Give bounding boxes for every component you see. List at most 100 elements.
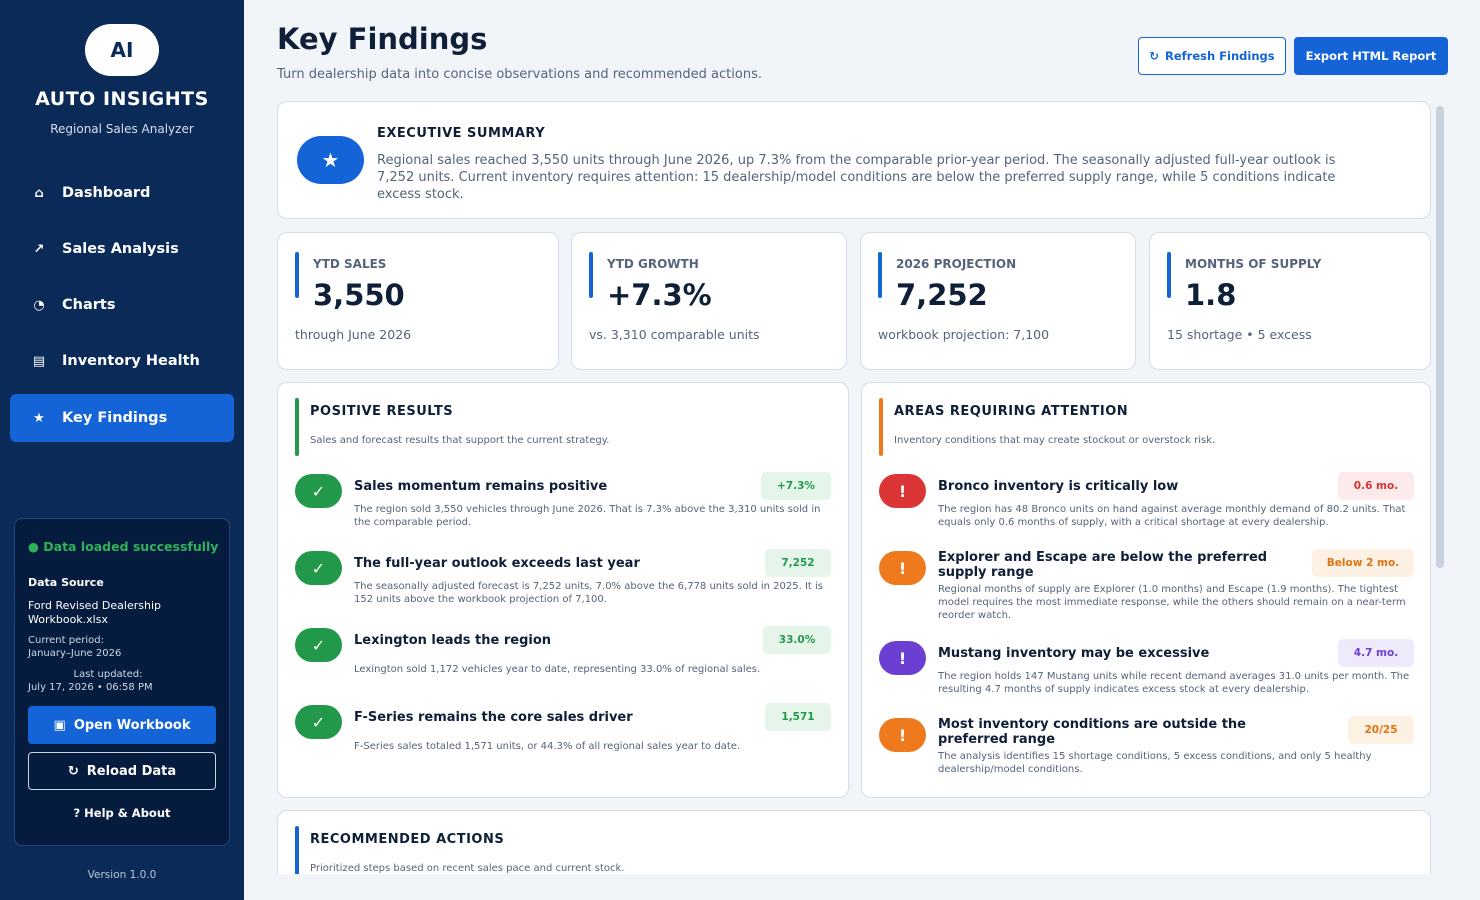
- kpi-accent-bar: [589, 252, 593, 298]
- finding-badge: +7.3%: [761, 472, 831, 500]
- finding-description: The seasonally adjusted forecast is 7,25…: [354, 581, 824, 605]
- panel-accent-bar: [295, 398, 299, 456]
- updated-label: Last updated:: [73, 669, 143, 680]
- kpi-label: MONTHS OF SUPPLY: [1185, 257, 1322, 271]
- finding-badge: 33.0%: [763, 626, 831, 654]
- data-source-file: Ford Revised Dealership Workbook.xlsx: [28, 599, 161, 626]
- finding-title: Lexington leads the region: [354, 633, 552, 648]
- reload-data-label: Reload Data: [86, 763, 177, 779]
- kpi-accent-bar: [295, 252, 299, 298]
- reload-data-button[interactable]: ↻ Reload Data: [28, 752, 216, 790]
- nav-label: Sales Analysis: [62, 241, 179, 257]
- attention-badge: 20/25: [1348, 716, 1414, 744]
- recommended-actions-subtitle: Prioritized steps based on recent sales …: [310, 863, 625, 874]
- app-subtitle: Regional Sales Analyzer: [50, 122, 194, 136]
- positive-results-panel: POSITIVE RESULTS Sales and forecast resu…: [277, 382, 849, 798]
- attention-panel: AREAS REQUIRING ATTENTION Inventory cond…: [861, 382, 1431, 798]
- star-icon: ★: [297, 136, 364, 184]
- attention-title: AREAS REQUIRING ATTENTION: [894, 404, 1129, 419]
- nav-label: Charts: [62, 297, 116, 313]
- finding-item: ✓ F-Series remains the core sales driver…: [295, 703, 831, 775]
- open-workbook-button[interactable]: ▣ Open Workbook: [28, 706, 216, 744]
- alert-icon: !: [879, 641, 926, 675]
- kpi-note: through June 2026: [295, 327, 412, 342]
- finding-title: Sales momentum remains positive: [354, 479, 608, 494]
- nav-label: Inventory Health: [62, 353, 200, 369]
- page-subtitle: Turn dealership data into concise observ…: [277, 67, 762, 82]
- executive-summary-text: Regional sales reached 3,550 units throu…: [377, 153, 1336, 202]
- kpi-value: 1.8: [1185, 278, 1237, 312]
- attention-item-title: Explorer and Escape are below the prefer…: [938, 550, 1268, 580]
- positive-results-subtitle: Sales and forecast results that support …: [310, 435, 610, 446]
- attention-description: The region has 48 Bronco units on hand a…: [938, 504, 1406, 528]
- check-icon: ✓: [295, 628, 342, 662]
- check-icon: ✓: [295, 551, 342, 585]
- refresh-findings-button[interactable]: ↻ Refresh Findings: [1138, 37, 1286, 75]
- nav-charts[interactable]: ◔ Charts: [10, 281, 234, 329]
- kpi-card-2026-projection: 2026 PROJECTION 7,252 workbook projectio…: [860, 232, 1136, 370]
- attention-badge: Below 2 mo.: [1312, 549, 1414, 577]
- nav-label: Key Findings: [62, 410, 168, 426]
- app-title: AUTO INSIGHTS: [35, 88, 209, 110]
- finding-badge: 7,252: [765, 549, 831, 577]
- nav-label: Dashboard: [62, 185, 151, 201]
- kpi-note: workbook projection: 7,100: [878, 327, 1050, 342]
- star-icon: ★: [33, 410, 45, 426]
- period-value: January–June 2026: [28, 648, 122, 659]
- status-message: ● Data loaded successfully: [28, 539, 219, 554]
- attention-item-title: Most inventory conditions are outside th…: [938, 717, 1246, 747]
- panel-accent-bar: [295, 826, 299, 884]
- pie-chart-icon: ◔: [33, 297, 45, 313]
- updated-value: July 17, 2026 • 06:58 PM: [28, 682, 153, 693]
- executive-summary-card: ★ EXECUTIVE SUMMARY Regional sales reach…: [277, 101, 1431, 219]
- refresh-icon: ↻: [1149, 49, 1160, 63]
- nav-inventory-health[interactable]: ▤ Inventory Health: [10, 337, 234, 385]
- positive-results-title: POSITIVE RESULTS: [310, 404, 454, 419]
- reload-icon: ↻: [67, 763, 79, 779]
- finding-title: F-Series remains the core sales driver: [354, 710, 633, 725]
- attention-description: The region holds 147 Mustang units while…: [938, 671, 1410, 695]
- kpi-accent-bar: [878, 252, 882, 298]
- scrollbar-thumb[interactable]: [1436, 106, 1444, 568]
- attention-description: Regional months of supply are Explorer (…: [938, 584, 1406, 621]
- kpi-value: 7,252: [896, 278, 988, 312]
- kpi-card-months-of-supply: MONTHS OF SUPPLY 1.8 15 shortage • 5 exc…: [1149, 232, 1431, 370]
- sidebar: AI AUTO INSIGHTS Regional Sales Analyzer…: [0, 0, 244, 900]
- export-html-report-button[interactable]: Export HTML Report: [1294, 37, 1448, 75]
- finding-description: Lexington sold 1,172 vehicles year to da…: [354, 664, 761, 675]
- panel-accent-bar: [879, 398, 883, 456]
- refresh-findings-label: Refresh Findings: [1165, 49, 1275, 63]
- data-source-label: Data Source: [28, 576, 104, 589]
- check-icon: ✓: [295, 705, 342, 739]
- attention-item: ! Mustang inventory may be excessive 4.7…: [879, 639, 1414, 711]
- kpi-accent-bar: [1167, 252, 1171, 298]
- home-icon: ⌂: [34, 185, 44, 201]
- kpi-value: 3,550: [313, 278, 405, 312]
- finding-description: The region sold 3,550 vehicles through J…: [354, 504, 821, 528]
- attention-item-title: Bronco inventory is critically low: [938, 479, 1179, 494]
- alert-icon: !: [879, 551, 926, 585]
- finding-item: ✓ Sales momentum remains positive +7.3% …: [295, 472, 831, 544]
- attention-item: ! Bronco inventory is critically low 0.6…: [879, 472, 1414, 544]
- kpi-label: YTD SALES: [313, 257, 387, 271]
- data-status-card: ● Data loaded successfully Data Source F…: [14, 518, 230, 846]
- inventory-icon: ▤: [32, 353, 46, 369]
- open-workbook-label: Open Workbook: [73, 717, 191, 733]
- workbook-icon: ▣: [53, 717, 66, 733]
- finding-badge: 1,571: [765, 703, 831, 731]
- attention-badge: 4.7 mo.: [1338, 639, 1414, 667]
- kpi-card-ytd-sales: YTD SALES 3,550 through June 2026: [277, 232, 559, 370]
- alert-icon: !: [879, 474, 926, 508]
- alert-icon: !: [879, 718, 926, 752]
- nav-key-findings[interactable]: ★ Key Findings: [10, 394, 234, 442]
- attention-subtitle: Inventory conditions that may create sto…: [894, 435, 1216, 446]
- recommended-actions-title: RECOMMENDED ACTIONS: [310, 832, 505, 847]
- attention-item: ! Most inventory conditions are outside …: [879, 716, 1414, 788]
- finding-item: ✓ Lexington leads the region 33.0% Lexin…: [295, 626, 831, 698]
- nav-sales-analysis[interactable]: ↗ Sales Analysis: [10, 225, 234, 273]
- nav-dashboard[interactable]: ⌂ Dashboard: [10, 169, 234, 217]
- kpi-note: vs. 3,310 comparable units: [589, 327, 760, 342]
- attention-description: The analysis identifies 15 shortage cond…: [938, 751, 1372, 775]
- help-about-button[interactable]: ? Help & About: [73, 806, 171, 820]
- kpi-label: 2026 PROJECTION: [896, 257, 1017, 271]
